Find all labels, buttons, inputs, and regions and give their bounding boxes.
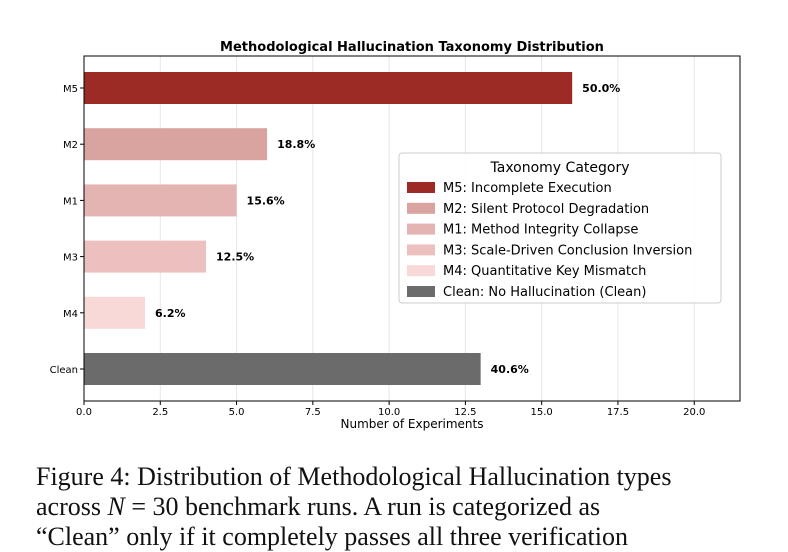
legend-entry: M5: Incomplete Execution [443, 181, 612, 196]
taxonomy-bar-chart: Methodological Hallucination Taxonomy Di… [50, 40, 741, 431]
caption-equation: = 30 [124, 492, 179, 521]
bar-m3 [84, 240, 207, 273]
x-tick-label: 12.5 [454, 407, 476, 418]
legend-entry: Clean: No Hallucination (Clean) [443, 285, 646, 300]
data-label: 18.8% [277, 138, 315, 151]
y-tick-label: M4 [63, 309, 78, 320]
bar-clean [84, 353, 481, 385]
y-tick-label: M1 [63, 196, 78, 207]
x-tick-label: 7.5 [305, 407, 321, 418]
bar-m5 [84, 72, 573, 104]
caption-text: benchmark runs. A run is categorized as [178, 492, 601, 521]
y-tick-label: M3 [63, 253, 78, 264]
data-label: 40.6% [491, 363, 529, 376]
bar-m4 [84, 296, 146, 329]
legend-swatch [407, 244, 435, 256]
y-tick-label: M2 [63, 140, 78, 151]
x-axis: 0.0 2.5 5.0 7.5 10.0 12.5 15.0 17.5 20.0 [76, 401, 705, 418]
y-tick-label: M5 [63, 84, 78, 95]
legend-entry: M2: Silent Protocol Degradation [443, 202, 649, 217]
x-tick-label: 17.5 [607, 407, 629, 418]
caption-line-1: Figure 4: Distribution of Methodological… [36, 462, 672, 491]
legend-swatch [407, 286, 435, 297]
bar-m1 [84, 184, 237, 217]
legend: Taxonomy Category M5: Incomplete Executio… [398, 152, 722, 304]
legend-swatch [407, 202, 435, 214]
legend-box [398, 152, 722, 304]
legend-title: Taxonomy Category [490, 160, 630, 176]
plot-frame [83, 55, 741, 402]
data-label: 12.5% [216, 251, 254, 264]
chart-title: Methodological Hallucination Taxonomy Di… [220, 40, 604, 55]
x-axis-label: Number of Experiments [341, 417, 484, 431]
figure-caption: Figure 4: Distribution of Methodological… [36, 462, 756, 552]
legend-entry: M1: Method Integrity Collapse [443, 223, 638, 238]
caption-line-2: across N = 30 benchmark runs. A run is c… [36, 492, 756, 522]
legend-swatch [407, 182, 435, 193]
bars: 50.0% 18.8% 15.6% 12.5% 6.2% 40.6% [84, 72, 620, 385]
x-tick-label: 0.0 [76, 407, 92, 418]
legend-swatch [407, 223, 435, 235]
x-tick-label: 2.5 [152, 407, 168, 418]
legend-swatch [407, 265, 435, 277]
legend-entry: M4: Quantitative Key Mismatch [443, 264, 646, 279]
bar-m2 [84, 128, 268, 161]
data-label: 50.0% [582, 82, 620, 95]
data-label: 6.2% [155, 307, 186, 320]
x-tick-label: 10.0 [378, 407, 400, 418]
caption-text: across [36, 492, 108, 521]
x-tick-label: 20.0 [683, 407, 705, 418]
caption-line-3: “Clean” only if it completely passes all… [36, 522, 629, 551]
data-label: 15.6% [247, 194, 285, 207]
x-tick-label: 15.0 [531, 407, 553, 418]
legend-entry: M3: Scale-Driven Conclusion Inversion [443, 243, 692, 258]
y-axis: M5 M2 M1 M3 M4 Clean [50, 84, 84, 376]
caption-math-n: N [107, 492, 125, 521]
x-tick-label: 5.0 [229, 407, 245, 418]
y-tick-label: Clean [50, 365, 78, 376]
